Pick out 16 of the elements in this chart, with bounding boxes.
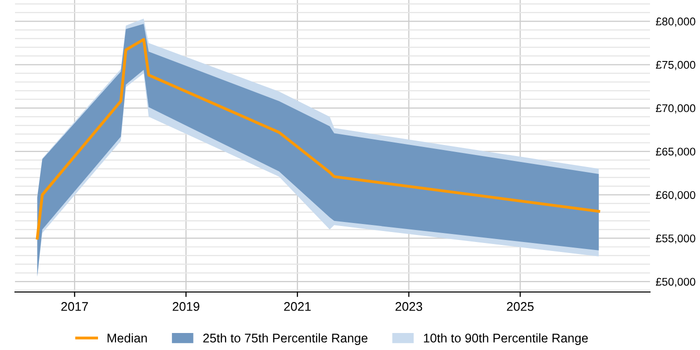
x-tick-label: 2017 xyxy=(61,302,88,311)
y-tick-label: £80,000 xyxy=(656,18,696,27)
line-series xyxy=(36,38,600,240)
legend-label: 25th to 75th Percentile Range xyxy=(203,333,368,345)
x-tick-label: 2025 xyxy=(506,302,534,311)
y-tick-label: £70,000 xyxy=(656,104,696,114)
x-tick-label: 2021 xyxy=(284,302,311,311)
x-tick-label: 2019 xyxy=(172,302,200,311)
y-tick-label: £75,000 xyxy=(656,60,696,70)
y-tick-label: £55,000 xyxy=(656,234,696,244)
x-tick-label: 2023 xyxy=(396,302,422,311)
y-tick-label: £50,000 xyxy=(656,278,696,288)
legend-label: 10th to 90th Percentile Range xyxy=(424,333,588,345)
legend-label: Median xyxy=(108,333,147,343)
y-tick-label: £60,000 xyxy=(656,191,696,200)
y-tick-label: £65,000 xyxy=(656,148,696,157)
